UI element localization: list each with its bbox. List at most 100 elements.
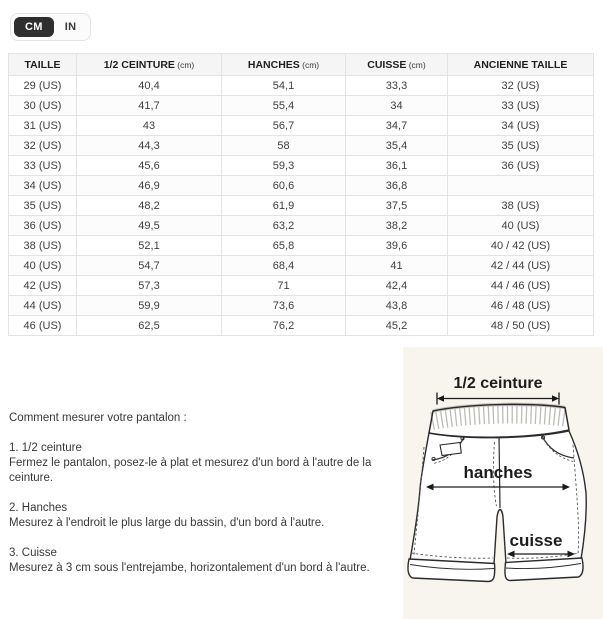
table-cell: 44,3 (76, 135, 222, 156)
column-header: 1/2 CEINTURE (cm) (76, 53, 222, 76)
table-row: 36 (US) 49,5 63,2 38,2 40 (US) (8, 215, 594, 236)
table-row: 42 (US) 57,3 71 42,4 44 / 46 (US) (8, 275, 594, 296)
column-header-unit: (cm) (406, 59, 426, 70)
table-cell: 43 (76, 115, 222, 136)
table-cell: 71 (221, 275, 346, 296)
column-header: ANCIENNE TAILLE (447, 53, 594, 76)
step-body: Mesurez à 3 cm sous l'entrejambe, horizo… (9, 562, 370, 574)
table-cell: 62,5 (76, 315, 222, 336)
thigh-label: cuisse (510, 531, 563, 550)
table-cell: 46 / 48 (US) (447, 295, 594, 316)
table-cell: 36,1 (345, 155, 448, 176)
table-cell: 63,2 (221, 215, 346, 236)
column-header-unit: (cm) (174, 59, 195, 70)
step-heading: 3. Cuisse (9, 547, 57, 559)
step-heading: 1. 1/2 ceinture (9, 442, 82, 454)
table-row: 34 (US) 46,9 60,6 36,8 (8, 175, 594, 196)
waist-label: 1/2 ceinture (454, 375, 543, 392)
table-cell: 44 (US) (8, 295, 77, 316)
instruction-step: 2. Hanches Mesurez à l'endroit le plus la… (9, 501, 389, 531)
table-cell: 54,1 (221, 75, 346, 96)
thigh-arrowhead-left (507, 550, 515, 558)
table-cell: 61,9 (221, 195, 346, 216)
table-row: 44 (US) 59,9 73,6 43,8 46 / 48 (US) (8, 295, 594, 316)
table-cell: 55,4 (221, 95, 346, 116)
table-cell: 35 (US) (8, 195, 77, 216)
table-cell: 38,2 (345, 215, 448, 236)
table-cell: 32 (US) (8, 135, 77, 156)
waist-arrowhead-right (552, 395, 559, 402)
table-cell: 59,9 (76, 295, 222, 316)
table-cell: 45,6 (76, 155, 222, 176)
fly-stitch (493, 441, 497, 507)
table-row: 32 (US) 44,3 58 35,4 35 (US) (8, 135, 594, 156)
right-hem-stitch (506, 552, 580, 559)
unit-in-button[interactable]: IN (54, 17, 88, 37)
table-row: 33 (US) 45,6 59,3 36,1 36 (US) (8, 155, 594, 176)
table-cell: 65,8 (221, 235, 346, 256)
rivet (540, 435, 546, 440)
rivet (431, 456, 436, 462)
table-cell: 48,2 (76, 195, 222, 216)
table-cell: 42,4 (345, 275, 448, 296)
table-cell: 42 (US) (8, 275, 77, 296)
table-cell: 34 (US) (8, 175, 77, 196)
table-cell: 41,7 (76, 95, 222, 116)
step-body: Mesurez à l'endroit le plus large du bas… (9, 517, 325, 529)
instruction-step: 3. Cuisse Mesurez à 3 cm sous l'entrejamb… (9, 546, 389, 576)
table-cell: 38 (US) (447, 195, 594, 216)
waist-arrowhead-left (437, 395, 444, 402)
table-cell: 52,1 (76, 235, 222, 256)
table-cell: 46 (US) (8, 315, 77, 336)
table-row: 35 (US) 48,2 61,9 37,5 38 (US) (8, 195, 594, 216)
hips-label: hanches (464, 463, 533, 482)
table-cell: 38 (US) (8, 235, 77, 256)
left-seam-stitch (413, 446, 425, 556)
table-row: 38 (US) 52,1 65,8 39,6 40 / 42 (US) (8, 235, 594, 256)
table-cell: 54,7 (76, 255, 222, 276)
right-pocket-stitch (543, 439, 574, 462)
table-cell: 41 (345, 255, 448, 276)
fly-seam (498, 434, 501, 509)
unit-toggle: CM IN (10, 13, 92, 41)
unit-cm-button[interactable]: CM (14, 17, 54, 37)
shorts-measurement-diagram: 1/2 ceinture hanches cuisse (403, 347, 603, 619)
right-cuff-fold (505, 563, 582, 570)
table-cell: 29 (US) (8, 75, 77, 96)
table-cell: 76,2 (221, 315, 346, 336)
table-cell: 43,8 (345, 295, 448, 316)
table-cell: 37,5 (345, 195, 448, 216)
column-header-unit: (cm) (299, 59, 320, 70)
table-row: 29 (US) 40,4 54,1 33,3 32 (US) (8, 75, 594, 96)
table-cell: 60,6 (221, 175, 346, 196)
table-cell: 33 (US) (8, 155, 77, 176)
table-header-row: TAILLE 1/2 CEINTURE (cm) HANCHES (cm) CUISS… (8, 53, 594, 76)
table-row: 31 (US) 43 56,7 34,7 34 (US) (8, 115, 594, 136)
left-hem-stitch (410, 552, 494, 559)
waistband-fill (429, 404, 569, 438)
table-cell: 46,9 (76, 175, 222, 196)
measuring-instructions: Comment mesurer votre pantalon : 1. 1/2 … (9, 411, 389, 591)
table-cell: 40 (US) (447, 215, 594, 236)
table-row: 30 (US) 41,7 55,4 34 33 (US) (8, 95, 594, 116)
table-cell: 48 / 50 (US) (447, 315, 594, 336)
hips-arrowhead-right (562, 483, 570, 491)
instructions-title: Comment mesurer votre pantalon : (9, 412, 187, 424)
table-cell: 40,4 (76, 75, 222, 96)
waist-arrow (436, 392, 560, 405)
table-cell: 40 / 42 (US) (447, 235, 594, 256)
table-cell: 59,3 (221, 155, 346, 176)
table-cell: 42 / 44 (US) (447, 255, 594, 276)
column-header: TAILLE (8, 53, 77, 76)
table-cell: 36 (US) (8, 215, 77, 236)
table-cell: 44 / 46 (US) (447, 275, 594, 296)
table-cell: 33 (US) (447, 95, 594, 116)
coin-pocket (439, 441, 462, 457)
table-cell: 34,7 (345, 115, 448, 136)
table-header: TAILLE 1/2 CEINTURE (cm) HANCHES (cm) CUISS… (8, 53, 594, 76)
table-row: 46 (US) 62,5 76,2 45,2 48 / 50 (US) (8, 315, 594, 336)
table-row: 40 (US) 54,7 68,4 41 42 / 44 (US) (8, 255, 594, 276)
table-cell: 34 (US) (447, 115, 594, 136)
table-cell: 39,6 (345, 235, 448, 256)
